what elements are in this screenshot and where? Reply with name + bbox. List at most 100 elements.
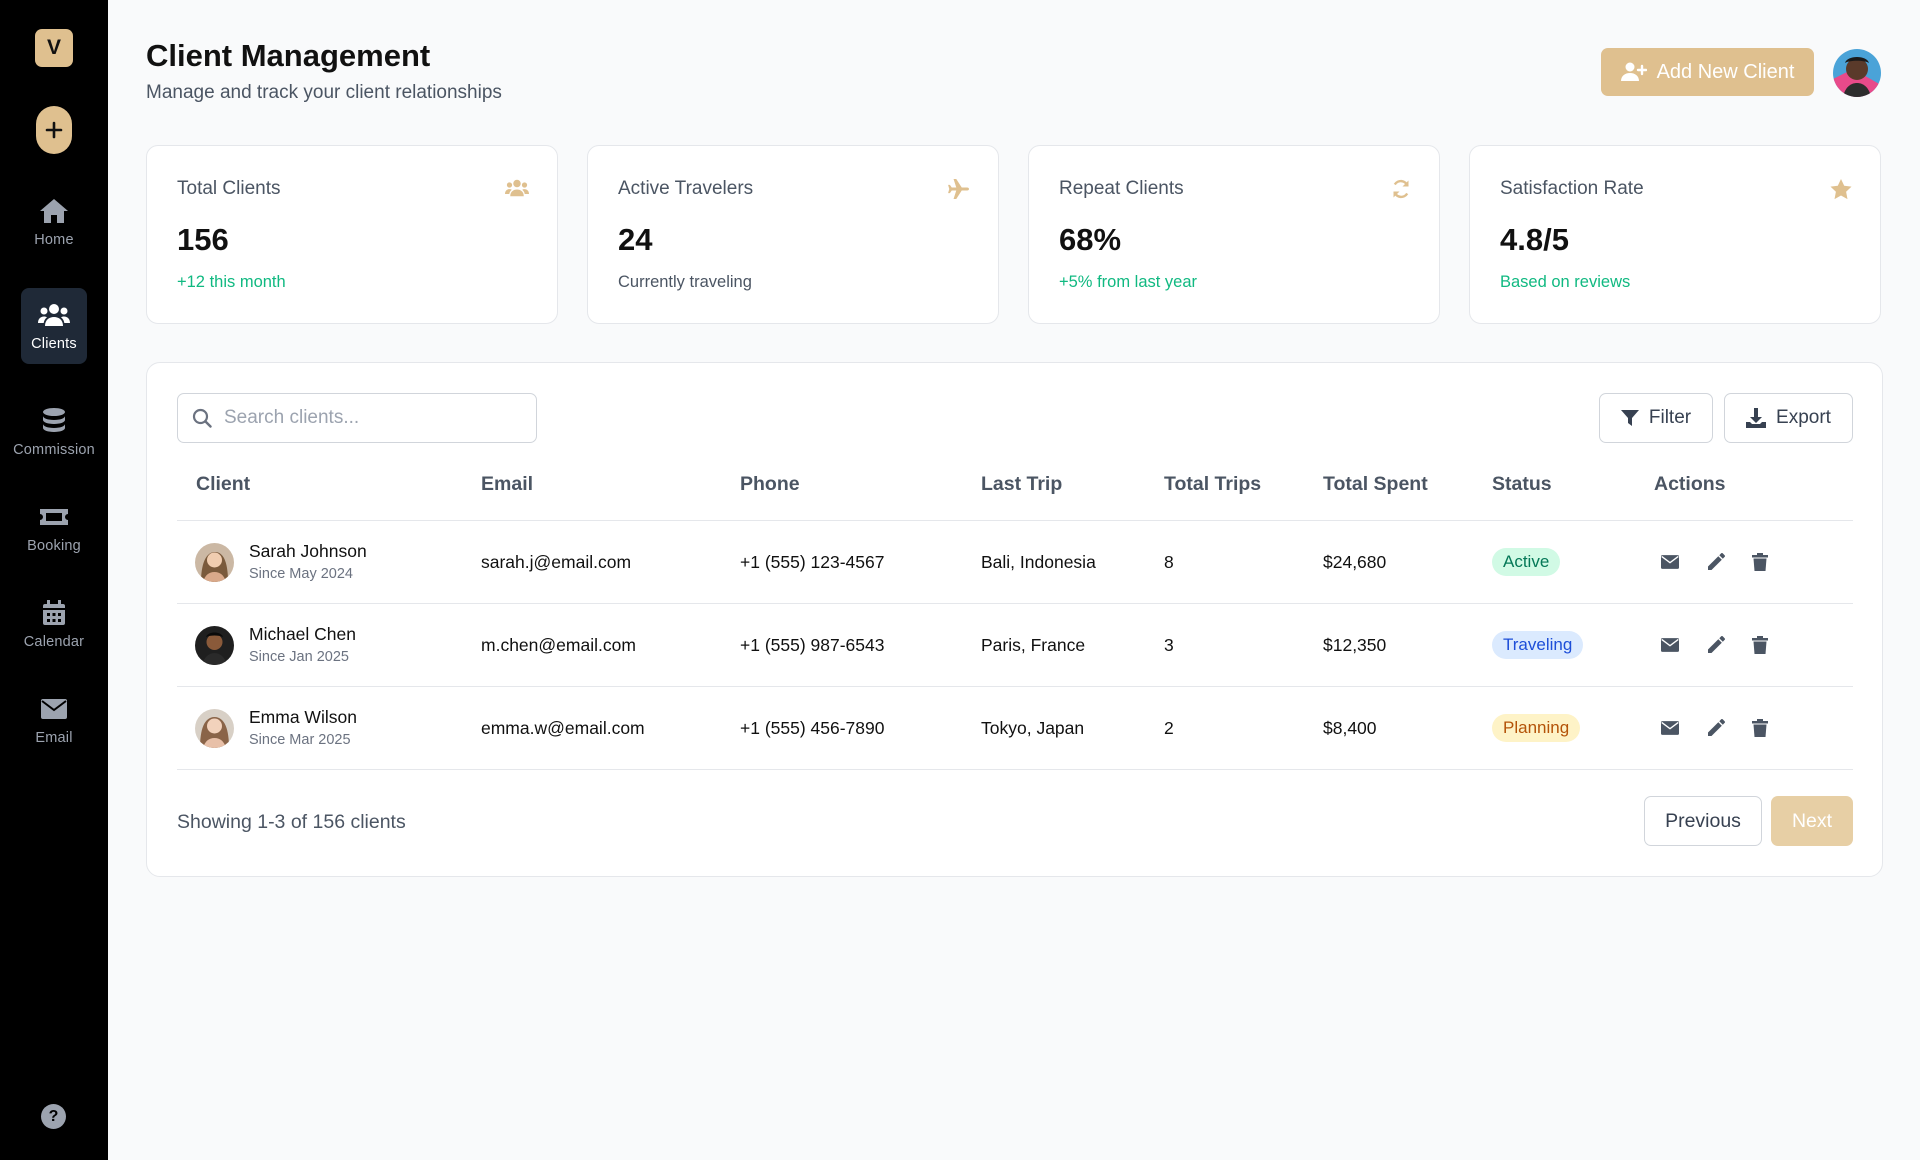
calendar-icon xyxy=(42,598,66,628)
status-badge: Traveling xyxy=(1492,631,1584,659)
client-avatar xyxy=(195,543,234,582)
stat-label: Total Clients xyxy=(177,178,281,199)
client-total-spent: $24,680 xyxy=(1323,551,1387,572)
client-total-trips: 2 xyxy=(1164,717,1174,738)
email-client-icon[interactable] xyxy=(1659,717,1681,739)
previous-page-button[interactable]: Previous xyxy=(1644,796,1762,846)
column-header-actions: Actions xyxy=(1654,473,1726,495)
search-input[interactable] xyxy=(224,407,514,429)
stat-note: Currently traveling xyxy=(618,273,752,291)
quick-add-button[interactable] xyxy=(36,106,72,154)
ticket-icon xyxy=(39,502,69,532)
user-plus-icon xyxy=(1620,62,1647,81)
plane-icon xyxy=(948,179,970,204)
page-subtitle: Manage and track your client relationshi… xyxy=(146,82,502,103)
client-avatar xyxy=(195,709,234,748)
sidebar-item-clients[interactable]: Clients xyxy=(21,288,87,364)
sidebar-item-label: Commission xyxy=(13,442,95,458)
client-name: Michael Chen xyxy=(249,624,356,644)
filter-button[interactable]: Filter xyxy=(1599,393,1713,443)
column-header-total-trips: Total Trips xyxy=(1164,473,1262,495)
client-name: Emma Wilson xyxy=(249,707,357,727)
client-name: Sarah Johnson xyxy=(249,541,367,561)
delete-client-icon[interactable] xyxy=(1749,634,1771,656)
column-header-status: Status xyxy=(1492,473,1552,495)
add-new-client-label: Add New Client xyxy=(1656,60,1795,83)
email-client-icon[interactable] xyxy=(1659,634,1681,656)
stat-value: 24 xyxy=(618,222,653,257)
add-new-client-button[interactable]: Add New Client xyxy=(1601,48,1814,96)
sidebar-item-booking[interactable]: Booking xyxy=(21,490,87,566)
stat-card-total-clients: Total Clients 156 +12 this month xyxy=(146,145,558,324)
help-icon[interactable]: ? xyxy=(41,1104,66,1129)
stat-card-repeat-clients: Repeat Clients 68% +5% from last year xyxy=(1028,145,1440,324)
delete-client-icon[interactable] xyxy=(1749,717,1771,739)
status-badge: Planning xyxy=(1492,714,1581,742)
client-email: sarah.j@email.com xyxy=(481,551,632,572)
column-header-last-trip: Last Trip xyxy=(981,473,1063,495)
client-total-trips: 3 xyxy=(1164,634,1174,655)
stat-label: Satisfaction Rate xyxy=(1500,178,1644,199)
delete-client-icon[interactable] xyxy=(1749,551,1771,573)
page-title: Client Management xyxy=(146,38,431,73)
pagination-summary: Showing 1-3 of 156 clients xyxy=(177,811,406,833)
table-row[interactable]: Emma Wilson Since Mar 2025 emma.w@email.… xyxy=(177,687,1853,769)
sidebar-item-label: Email xyxy=(35,730,73,746)
client-since: Since Mar 2025 xyxy=(249,732,351,748)
client-last-trip: Paris, France xyxy=(981,634,1086,655)
stat-note: +5% from last year xyxy=(1059,273,1198,291)
client-phone: +1 (555) 987-6543 xyxy=(740,634,885,655)
column-header-client: Client xyxy=(196,473,251,495)
refresh-icon xyxy=(1391,179,1411,204)
edit-client-icon[interactable] xyxy=(1705,551,1727,573)
client-since: Since Jan 2025 xyxy=(249,649,349,665)
status-badge: Active xyxy=(1492,548,1561,576)
sidebar-item-label: Booking xyxy=(27,538,81,554)
app-logo: V xyxy=(35,29,73,67)
stat-note: +12 this month xyxy=(177,273,286,291)
plus-icon xyxy=(45,121,63,139)
sidebar-item-commission[interactable]: Commission xyxy=(13,394,95,470)
client-total-trips: 8 xyxy=(1164,551,1174,572)
column-header-email: Email xyxy=(481,473,534,495)
client-total-spent: $8,400 xyxy=(1323,717,1377,738)
stat-note: Based on reviews xyxy=(1500,273,1631,291)
envelope-icon xyxy=(41,694,67,724)
table-divider xyxy=(177,769,1853,770)
sidebar-item-home[interactable]: Home xyxy=(21,184,87,260)
users-icon xyxy=(38,300,70,330)
sidebar-item-email[interactable]: Email xyxy=(21,682,87,758)
user-avatar[interactable] xyxy=(1833,49,1881,97)
search-box xyxy=(177,393,537,443)
sidebar-item-label: Clients xyxy=(31,336,77,352)
coins-icon xyxy=(41,406,67,436)
stat-label: Repeat Clients xyxy=(1059,178,1184,199)
stat-card-satisfaction-rate: Satisfaction Rate 4.8/5 Based on reviews xyxy=(1469,145,1881,324)
table-divider xyxy=(177,520,1853,521)
sidebar: V Home Clients Commission Booking Calend… xyxy=(0,0,108,1160)
sidebar-item-calendar[interactable]: Calendar xyxy=(21,586,87,662)
next-page-button[interactable]: Next xyxy=(1771,796,1853,846)
column-header-total-spent: Total Spent xyxy=(1323,473,1428,495)
email-client-icon[interactable] xyxy=(1659,551,1681,573)
clients-table-panel: Filter Export Client Email Phone Last Tr… xyxy=(146,362,1883,877)
stat-value: 4.8/5 xyxy=(1500,222,1569,257)
client-avatar xyxy=(195,626,234,665)
edit-client-icon[interactable] xyxy=(1705,717,1727,739)
stat-label: Active Travelers xyxy=(618,178,754,199)
home-icon xyxy=(39,196,69,226)
client-phone: +1 (555) 456-7890 xyxy=(740,717,885,738)
client-last-trip: Bali, Indonesia xyxy=(981,551,1096,572)
table-row[interactable]: Sarah Johnson Since May 2024 sarah.j@ema… xyxy=(177,521,1853,603)
column-header-phone: Phone xyxy=(740,473,800,495)
client-total-spent: $12,350 xyxy=(1323,634,1387,655)
client-phone: +1 (555) 123-4567 xyxy=(740,551,885,572)
filter-label: Filter xyxy=(1648,407,1692,428)
export-button[interactable]: Export xyxy=(1724,393,1853,443)
edit-client-icon[interactable] xyxy=(1705,634,1727,656)
table-divider xyxy=(177,686,1853,687)
client-email: m.chen@email.com xyxy=(481,634,636,655)
filter-icon xyxy=(1620,410,1639,426)
table-row[interactable]: Michael Chen Since Jan 2025 m.chen@email… xyxy=(177,604,1853,686)
export-label: Export xyxy=(1776,407,1831,428)
